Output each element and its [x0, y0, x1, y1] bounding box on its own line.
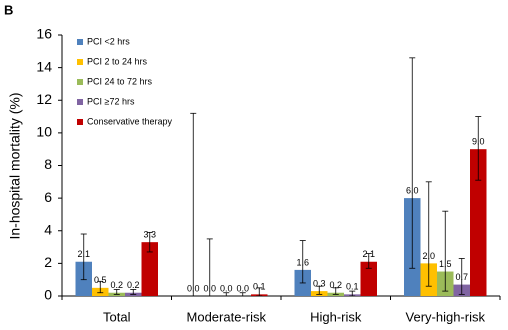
x-tick-label: High-risk	[310, 309, 362, 324]
data-label: 0.2	[127, 280, 140, 290]
data-label: 0.2	[329, 280, 342, 290]
legend-swatch	[77, 59, 83, 65]
x-tick-label: Total	[103, 309, 131, 324]
data-label: 3.3	[143, 230, 156, 240]
legend-label: PCI ≥72 hrs	[87, 96, 135, 106]
y-tick-label: 0	[44, 287, 52, 303]
bar	[141, 242, 158, 296]
data-label: 0.1	[346, 282, 359, 292]
data-label: 0.1	[253, 282, 266, 292]
data-label: 1.5	[439, 259, 452, 269]
data-label: 0.0	[220, 283, 233, 293]
x-tick-label: Very-high-risk	[406, 309, 486, 324]
legend-label: Conservative therapy	[87, 116, 173, 126]
legend-label: PCI 2 to 24 hrs	[87, 56, 148, 66]
data-label: 0.2	[110, 280, 123, 290]
y-tick-label: 6	[44, 189, 52, 205]
legend-swatch	[77, 99, 83, 105]
data-label: 2.0	[422, 251, 435, 261]
bar	[360, 261, 377, 296]
legend-swatch	[77, 39, 83, 45]
legend-label: PCI 24 to 72 hrs	[87, 76, 153, 86]
y-axis-label: In-hospital mortality (%)	[7, 92, 23, 239]
data-label: 1.6	[296, 257, 309, 267]
data-label: 2.1	[77, 249, 90, 259]
legend-swatch	[77, 119, 83, 125]
data-label: 9.0	[472, 137, 485, 147]
y-tick-label: 4	[44, 221, 52, 237]
x-tick-label: Moderate-risk	[187, 309, 267, 324]
data-label: 0.5	[94, 275, 107, 285]
data-label: 0.7	[455, 272, 468, 282]
data-label: 2.1	[362, 249, 375, 259]
y-tick-label: 12	[36, 91, 52, 107]
y-tick-label: 10	[36, 124, 52, 140]
data-label: 6.0	[406, 186, 419, 196]
y-tick-label: 8	[44, 156, 52, 172]
panel-label: B	[4, 2, 13, 17]
data-label: 0.3	[313, 278, 326, 288]
data-label: 0.0	[236, 283, 249, 293]
data-label: 0.0	[187, 283, 200, 293]
y-tick-label: 14	[36, 58, 52, 74]
legend-swatch	[77, 79, 83, 85]
bar	[470, 149, 487, 296]
legend-label: PCI <2 hrs	[87, 36, 130, 46]
data-label: 0.0	[203, 283, 216, 293]
y-tick-label: 16	[36, 26, 52, 42]
y-tick-label: 2	[44, 254, 52, 270]
